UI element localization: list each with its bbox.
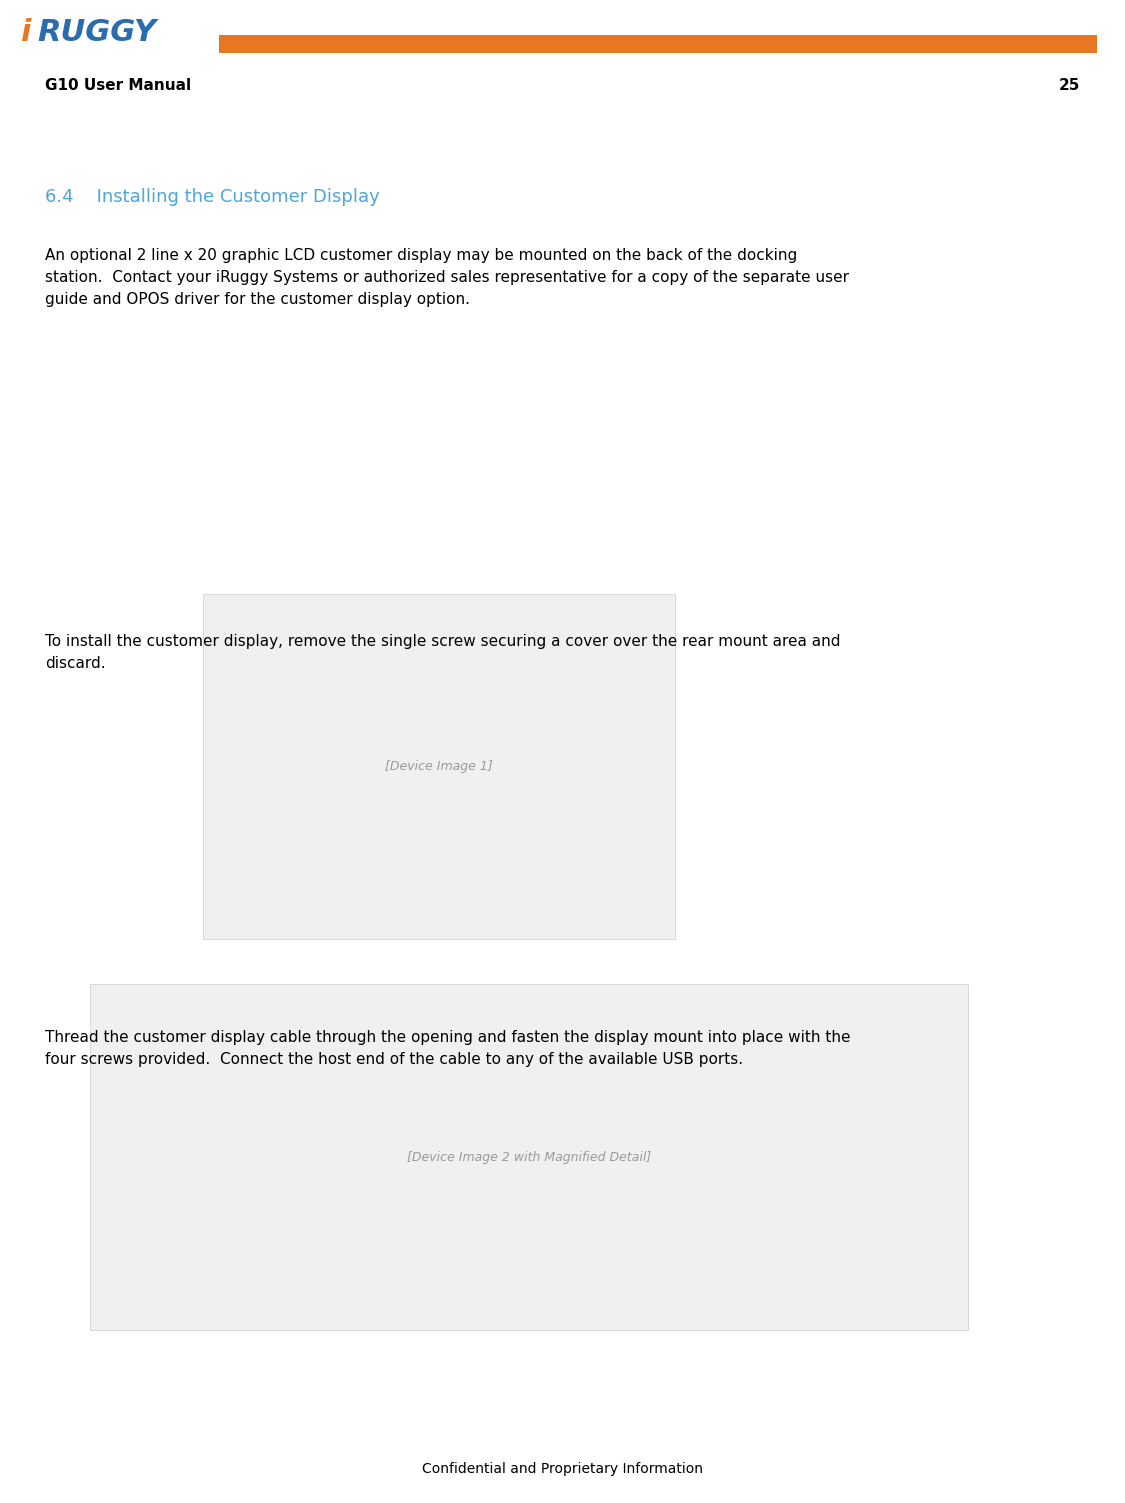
Text: Thread the customer display cable through the opening and fasten the display mou: Thread the customer display cable throug…	[45, 1030, 850, 1067]
FancyBboxPatch shape	[90, 984, 968, 1330]
Text: 6.4    Installing the Customer Display: 6.4 Installing the Customer Display	[45, 188, 380, 206]
Text: [Device Image 2 with Magnified Detail]: [Device Image 2 with Magnified Detail]	[406, 1151, 651, 1163]
Text: To install the customer display, remove the single screw securing a cover over t: To install the customer display, remove …	[45, 634, 840, 672]
Text: RUGGY: RUGGY	[37, 18, 156, 47]
Text: i: i	[20, 18, 30, 47]
Text: 25: 25	[1059, 78, 1080, 93]
Text: An optional 2 line x 20 graphic LCD customer display may be mounted on the back : An optional 2 line x 20 graphic LCD cust…	[45, 248, 849, 308]
Text: [Device Image 1]: [Device Image 1]	[385, 761, 493, 773]
Text: Confidential and Proprietary Information: Confidential and Proprietary Information	[422, 1462, 703, 1476]
Text: G10 User Manual: G10 User Manual	[45, 78, 191, 93]
FancyBboxPatch shape	[219, 35, 1097, 53]
FancyBboxPatch shape	[202, 594, 675, 939]
